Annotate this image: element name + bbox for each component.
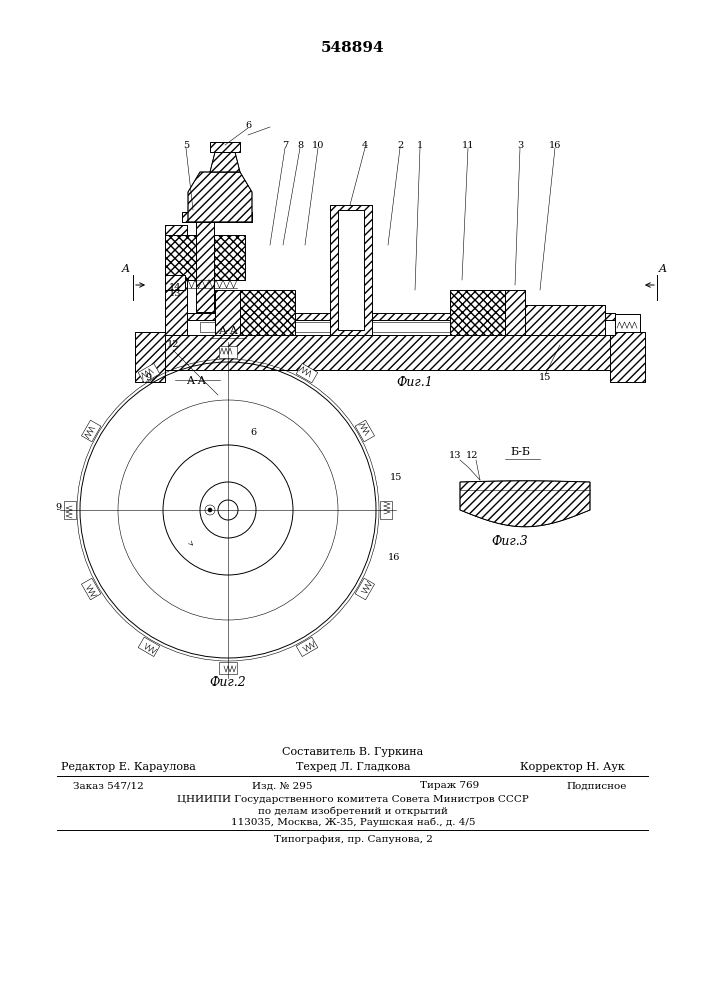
Text: 1: 1 bbox=[417, 140, 423, 149]
Text: 13: 13 bbox=[449, 451, 461, 460]
Text: A-A: A-A bbox=[186, 376, 206, 386]
Text: ЦНИИПИ Государственного комитета Совета Министров СССР: ЦНИИПИ Государственного комитета Совета … bbox=[177, 796, 529, 804]
Bar bbox=[610, 332, 645, 382]
Polygon shape bbox=[355, 578, 375, 600]
Text: Фиг.1: Фиг.1 bbox=[397, 376, 433, 389]
Bar bbox=[135, 332, 165, 382]
Bar bbox=[165, 225, 187, 335]
Text: Корректор Н. Аук: Корректор Н. Аук bbox=[520, 762, 624, 772]
Bar bbox=[182, 212, 252, 222]
Polygon shape bbox=[81, 578, 101, 600]
Text: 113035, Москва, Ж-35, Раушская наб., д. 4/5: 113035, Москва, Ж-35, Раушская наб., д. … bbox=[230, 817, 475, 827]
Text: 6: 6 bbox=[245, 120, 251, 129]
Polygon shape bbox=[210, 152, 240, 172]
Text: 9: 9 bbox=[145, 373, 151, 382]
Polygon shape bbox=[138, 363, 160, 383]
Polygon shape bbox=[380, 501, 392, 519]
Bar bbox=[165, 313, 615, 335]
Bar bbox=[450, 290, 505, 335]
Polygon shape bbox=[296, 363, 317, 383]
Text: 12: 12 bbox=[466, 451, 478, 460]
Bar bbox=[505, 290, 525, 335]
Bar bbox=[525, 305, 605, 335]
Bar bbox=[615, 314, 640, 332]
Bar bbox=[200, 322, 605, 332]
Text: Тираж 769: Тираж 769 bbox=[421, 782, 479, 790]
Bar bbox=[338, 210, 364, 330]
Text: 15: 15 bbox=[539, 373, 551, 382]
Text: 6: 6 bbox=[250, 428, 256, 437]
Text: Типография, пр. Сапунова, 2: Типография, пр. Сапунова, 2 bbox=[274, 836, 433, 844]
Bar bbox=[165, 275, 185, 290]
Bar bbox=[330, 205, 372, 335]
Bar bbox=[145, 335, 640, 370]
Bar bbox=[610, 332, 645, 382]
Bar bbox=[525, 305, 605, 335]
Bar bbox=[165, 275, 185, 290]
Text: A: A bbox=[659, 264, 667, 274]
Text: A-A: A-A bbox=[218, 326, 238, 336]
Text: Б-Б: Б-Б bbox=[510, 447, 530, 457]
Text: 5: 5 bbox=[183, 140, 189, 149]
Polygon shape bbox=[355, 420, 375, 442]
Bar bbox=[215, 290, 240, 335]
Bar bbox=[615, 314, 640, 332]
Polygon shape bbox=[219, 662, 237, 674]
Text: Составитель В. Гуркина: Составитель В. Гуркина bbox=[282, 747, 423, 757]
Polygon shape bbox=[81, 420, 101, 442]
Text: 16: 16 bbox=[388, 553, 400, 562]
Circle shape bbox=[208, 508, 212, 512]
Polygon shape bbox=[460, 481, 590, 527]
Text: 10: 10 bbox=[312, 140, 325, 149]
Bar bbox=[135, 332, 165, 382]
Polygon shape bbox=[188, 172, 252, 222]
Text: Подписное: Подписное bbox=[567, 782, 627, 790]
Text: по делам изобретений и открытий: по делам изобретений и открытий bbox=[258, 806, 448, 816]
Polygon shape bbox=[219, 346, 237, 358]
Text: 4: 4 bbox=[362, 140, 368, 149]
Bar bbox=[165, 235, 245, 280]
Text: 7: 7 bbox=[282, 140, 288, 149]
Text: 12: 12 bbox=[167, 340, 180, 349]
Text: 11: 11 bbox=[462, 140, 474, 149]
Text: 548894: 548894 bbox=[321, 41, 385, 55]
Polygon shape bbox=[138, 637, 160, 657]
Bar bbox=[196, 222, 214, 312]
Text: 13: 13 bbox=[169, 290, 181, 298]
Text: 8: 8 bbox=[297, 140, 303, 149]
Bar bbox=[182, 212, 252, 222]
Bar bbox=[210, 142, 240, 152]
Bar bbox=[165, 235, 245, 280]
Polygon shape bbox=[296, 637, 317, 657]
Text: 2: 2 bbox=[397, 140, 403, 149]
Text: 15: 15 bbox=[390, 473, 402, 482]
Bar bbox=[215, 290, 240, 335]
Bar bbox=[240, 290, 295, 335]
Bar bbox=[505, 290, 525, 335]
Text: 16: 16 bbox=[549, 140, 561, 149]
Bar bbox=[330, 205, 372, 335]
Text: Изд. № 295: Изд. № 295 bbox=[252, 782, 312, 790]
Bar bbox=[175, 320, 615, 335]
Text: Фиг.3: Фиг.3 bbox=[491, 535, 528, 548]
Circle shape bbox=[205, 505, 215, 515]
Bar bbox=[165, 313, 615, 335]
Text: A: A bbox=[122, 264, 130, 274]
Bar bbox=[240, 290, 295, 335]
Text: 14: 14 bbox=[169, 284, 181, 292]
Text: Техред Л. Гладкова: Техред Л. Гладкова bbox=[296, 762, 410, 772]
Text: 9: 9 bbox=[55, 503, 61, 512]
Text: 3: 3 bbox=[517, 140, 523, 149]
Bar bbox=[196, 222, 214, 312]
Bar bbox=[450, 290, 505, 335]
Bar bbox=[145, 335, 640, 370]
Bar bbox=[165, 225, 187, 335]
Bar bbox=[210, 142, 240, 152]
Text: Редактор Е. Караулова: Редактор Е. Караулова bbox=[61, 762, 195, 772]
Polygon shape bbox=[64, 501, 76, 519]
Text: Заказ 547/12: Заказ 547/12 bbox=[73, 782, 144, 790]
Text: Фиг.2: Фиг.2 bbox=[209, 676, 246, 689]
